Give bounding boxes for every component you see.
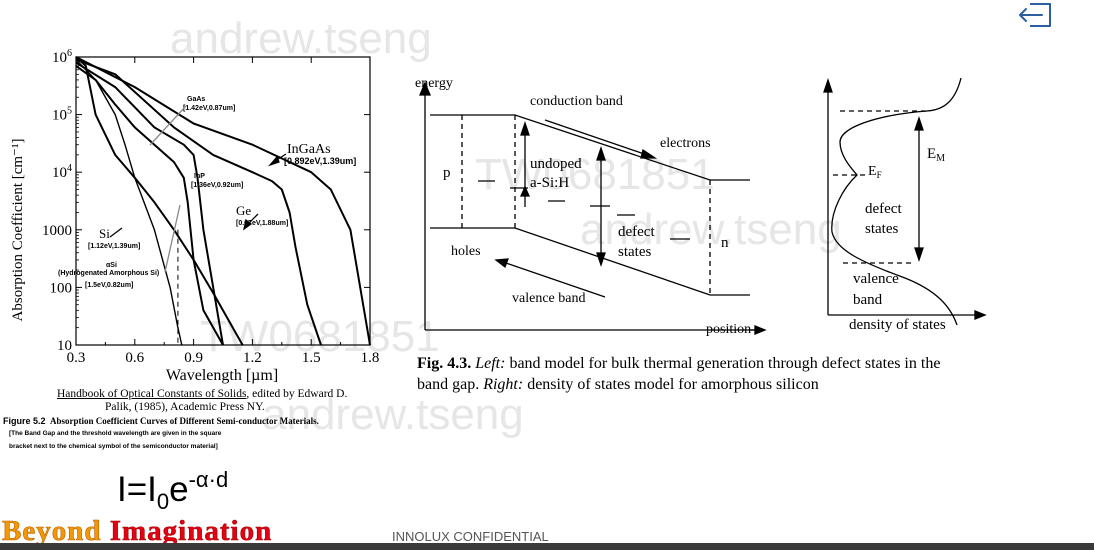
exit-icon[interactable] [1016,0,1056,30]
annotation-asi: [1.5eV,0.82um] [85,282,133,289]
series-line-ingaas [75,58,322,346]
x-tick-label: 1.2 [243,350,262,366]
x-tick-label: 0.3 [67,350,86,366]
undoped-material-label: a-Si:H [530,175,569,191]
series-label-ingaas: InGaAs [287,142,331,157]
series-bracket-ingaas: [0.892eV,1.39um] [284,156,356,166]
confidential-label: INNOLUX CONFIDENTIAL [392,529,549,544]
watermark: TW0681851 [200,312,440,361]
ef-label: EF [868,164,882,180]
position-label: position [706,322,751,337]
series-label-inp: InP [194,173,205,180]
caption-line2: band gap. [417,376,484,393]
dos-band-label: band [853,292,883,308]
y-tick-label: 1000 [42,223,72,239]
caption-right-text: density of states model for amorphous si… [523,376,819,393]
energy-label: energy [415,76,453,91]
series-label-gaas: GaAs [187,96,205,103]
watermark: andrew.tseng [580,205,842,254]
dos-states-label: states [865,221,898,237]
series-bracket-inp: [1.36eV,0.92um] [191,182,243,189]
plot-frame [75,56,371,346]
defect-states-label-2: states [618,244,651,260]
formula-exponent: -α·d [188,467,229,492]
series-line-ge [75,56,371,346]
series-label-ge: Ge [236,203,251,218]
formula-i: I=I [117,470,157,509]
y-axis-label: Absorption Coefficient [cm⁻¹] [10,139,26,322]
formula-sub0: 0 [156,489,170,514]
dos-valence-label: valence [853,271,899,287]
figure-title: Absorption Coefficient Curves of Differe… [49,416,319,426]
series-line-si [75,56,244,346]
band-diagram: energy conduction band electrons undoped… [405,65,795,345]
y-tick-label: 100 [50,280,73,296]
n-region-label: n [721,235,729,251]
absorption-chart: 0.3 0.6 0.9 1.2 1.5 1.8 10 100 1000 104 105 106 Abs… [0,40,395,385]
valence-band-label: valence band [512,291,585,306]
ef-symbol: E [868,164,877,179]
x-axis-label: Wavelength [µm] [166,367,278,384]
beer-lambert-formula: I=I0e-α·d [117,460,228,522]
series-bracket-asi: (Hydrogenated Amorphous Si) [58,270,159,277]
watermark: andrew.tseng [170,14,432,63]
x-tick-label: 0.6 [125,350,144,366]
series-line-αsi [75,59,183,346]
undoped-label: undoped [530,156,582,172]
brand-logo: Beyond Imagination [0,512,380,548]
em-subscript: M [936,153,945,164]
p-region-label: p [443,165,451,181]
series-label-si: Si [99,226,110,241]
dos-diagram: EM EF defect states valence band density… [815,70,1010,340]
svg-text:Beyond Imagination: Beyond Imagination [2,515,272,546]
caption-right: Right: [483,376,524,393]
fig-4-3-label: Fig. 4.3. [417,355,472,372]
series-bracket-si: [1.12eV,1.39um] [88,243,140,250]
em-label: EM [927,146,945,164]
defect-states-label: defect [618,224,655,240]
chart-source: Handbook of Optical Constants of Solids,… [57,388,397,414]
holes-label: holes [451,244,481,259]
y-tick-label: 105 [52,106,72,124]
series-bracket-ge: [0.67eV,1.88um] [236,220,288,227]
electrons-label: electrons [660,136,711,151]
figure-caption-5-2: Figure 5.2 Absorption Coefficient Curves… [3,415,403,452]
figure-label: Figure 5.2 [3,416,46,426]
y-tick-label: 104 [52,163,72,181]
conduction-band-label: conduction band [530,94,623,109]
x-tick-label: 0.9 [184,350,203,366]
brand-imagination: Imagination [110,515,272,546]
source-publisher: Palik, (1985), Academic Press NY. [105,401,265,413]
watermark: andrew.tseng [262,390,524,439]
dos-defect-label: defect [865,201,902,217]
y-tick-label: 10 [57,338,72,354]
brand-beyond: Beyond [2,515,110,546]
em-symbol: E [927,146,936,162]
formula-e: e [169,470,189,509]
ef-subscript: F [877,170,882,180]
x-tick-label: 1.8 [361,350,380,366]
series-label-asi: αSi [106,262,117,269]
series-bracket-gaas: [1.42eV,0.87um] [183,105,235,112]
series-line-inp [75,61,224,346]
series-line-gaas [75,65,224,346]
source-title-rest: , edited by Edward D. [246,388,348,400]
bottom-bar [0,543,1094,550]
caption-left-text: band model for bulk thermal generation t… [505,355,941,372]
y-tick-label: 106 [52,48,72,66]
dos-xlabel: density of states [849,317,946,333]
caption-left: Left: [475,355,506,372]
source-title: Handbook of Optical Constants of Solids [57,388,247,400]
figure-caption-4-3: Fig. 4.3. Left: band model for bulk ther… [417,353,1087,395]
figure-note-1: [The Band Gap and the threshold waveleng… [9,430,222,437]
figure-note-2: bracket next to the chemical symbol of t… [9,443,218,450]
x-tick-label: 1.5 [302,350,321,366]
